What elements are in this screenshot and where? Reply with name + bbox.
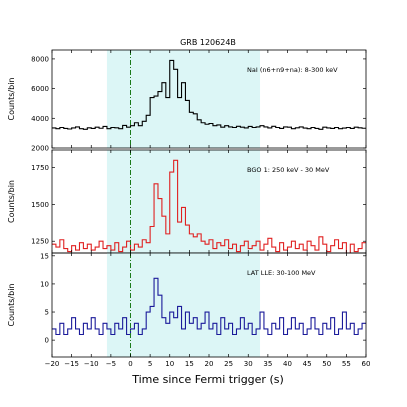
- y-axis-label: Counts/bin: [7, 284, 16, 327]
- panel-annotation: NaI (n6+n9+na): 8-300 keV: [247, 66, 338, 74]
- shaded-interval: [106, 253, 261, 357]
- y-tick-label: 6000: [31, 85, 49, 93]
- y-tick-label: 1750: [31, 164, 49, 172]
- y-tick-label: 1500: [31, 201, 49, 209]
- shaded-interval: [106, 150, 261, 253]
- y-tick-label: 10: [40, 280, 49, 288]
- panel-annotation: BGO 1: 250 keV - 30 MeV: [247, 166, 330, 174]
- x-tick-label: 25: [224, 360, 233, 368]
- x-tick-label: 40: [283, 360, 292, 368]
- x-tick-label: −20: [45, 360, 60, 368]
- x-tick-label: 45: [303, 360, 312, 368]
- panel-1: 2000 4000 6000 8000 Counts/bin NaI (n6+n9+na)…: [7, 49, 367, 153]
- x-tick-label: 0: [128, 360, 132, 368]
- y-tick-label: 8000: [31, 55, 49, 63]
- x-tick-label: 55: [342, 360, 351, 368]
- x-tick-label: 20: [205, 360, 214, 368]
- chart-title: GRB 120624B: [180, 38, 236, 47]
- x-tick-label: 50: [322, 360, 331, 368]
- series-line: [52, 159, 366, 253]
- x-tick-label: 5: [148, 360, 152, 368]
- panel-3: −20 −15 −10 −5 0 5 10 15 20 25 30 35 40 45 50 55 60 0 5 10 1…: [7, 252, 370, 368]
- series-line: [52, 277, 366, 336]
- panel-2: 1250 1500 1750 Counts/bin BGO 1: 250 keV - 3…: [7, 149, 367, 254]
- shaded-interval: [106, 50, 261, 148]
- panel-annotation: LAT LLE: 30-100 MeV: [247, 269, 316, 277]
- x-tick-label: 30: [244, 360, 253, 368]
- y-tick-label: 0: [45, 337, 49, 345]
- y-tick-label: 4000: [31, 115, 49, 123]
- x-tick-label: 60: [362, 360, 371, 368]
- y-axis-label: Counts/bin: [7, 180, 16, 223]
- x-tick-label: 10: [165, 360, 174, 368]
- x-axis-label: Time since Fermi trigger (s): [131, 373, 284, 386]
- x-tick-label: 15: [185, 360, 194, 368]
- y-tick-label: 5: [45, 309, 49, 317]
- y-axis-label: Counts/bin: [7, 78, 16, 121]
- series-line: [52, 59, 366, 130]
- y-tick-label: 2000: [31, 145, 49, 153]
- y-tick-label: 1250: [31, 238, 49, 246]
- x-tick-label: 35: [263, 360, 272, 368]
- y-tick-label: 15: [40, 252, 49, 260]
- x-tick-label: −15: [64, 360, 79, 368]
- x-tick-label: −5: [106, 360, 116, 368]
- x-tick-label: −10: [84, 360, 99, 368]
